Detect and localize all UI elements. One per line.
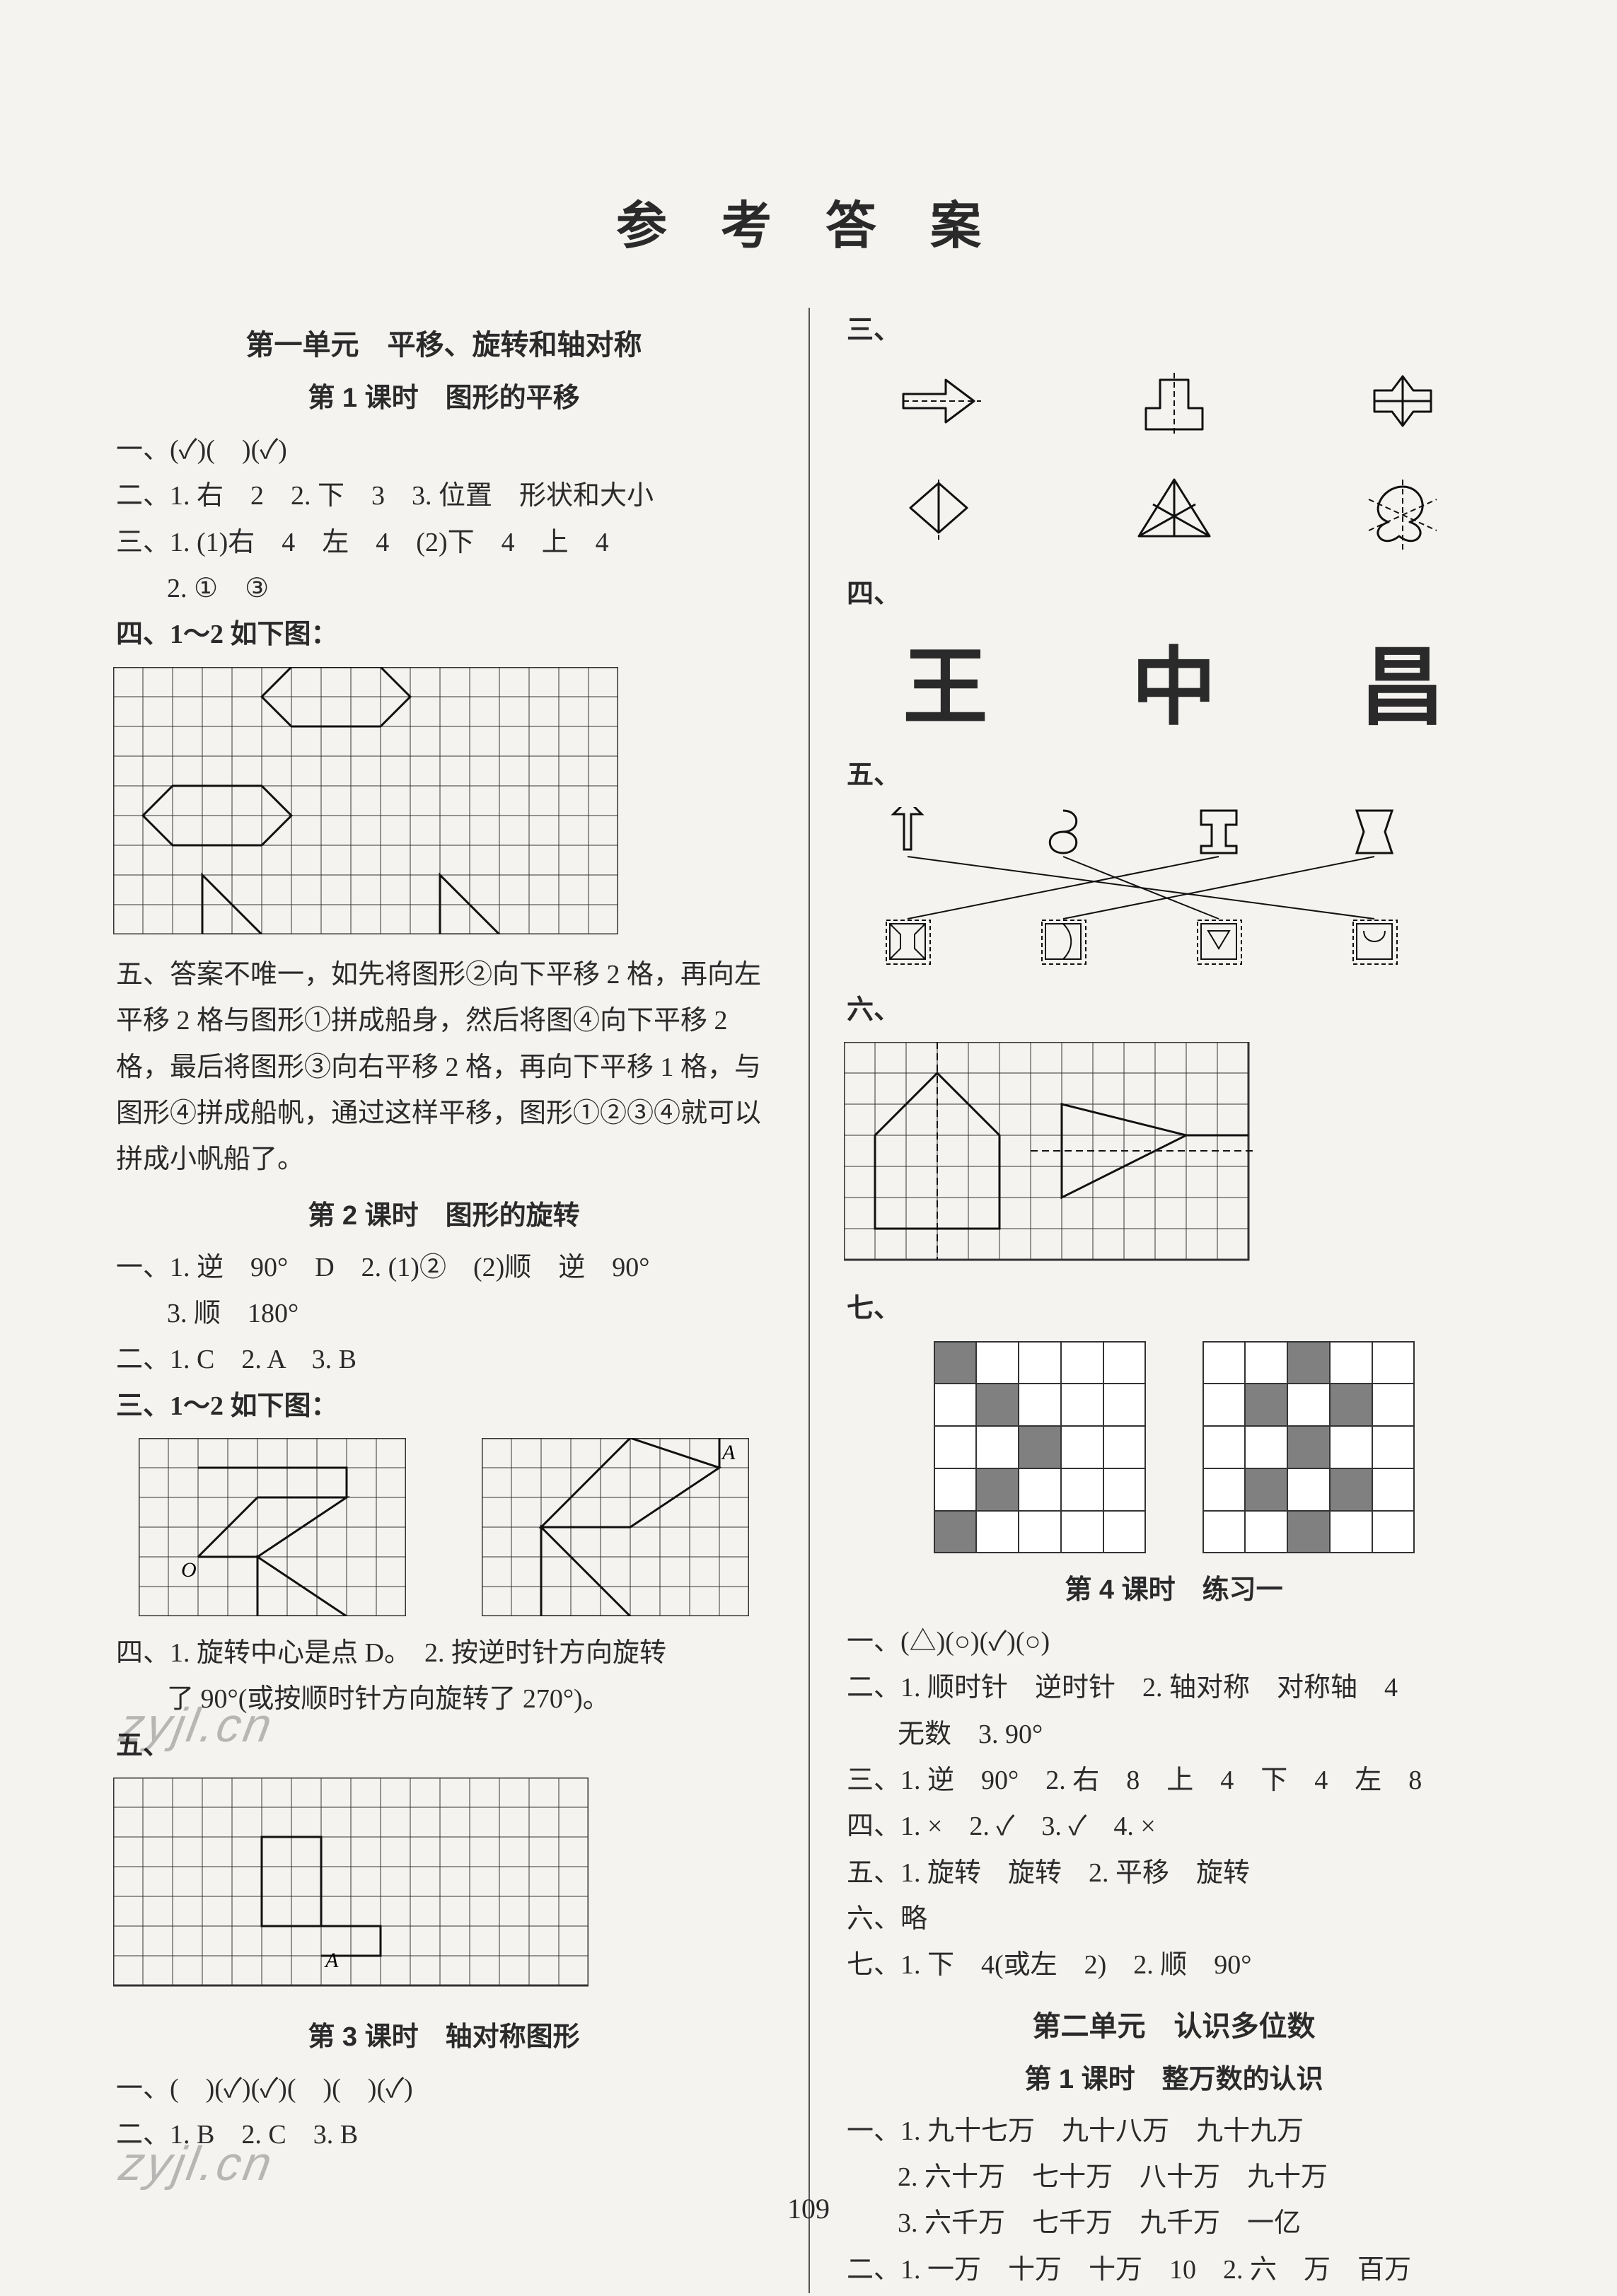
grid-figure-7 — [844, 1341, 1504, 1553]
u2-l1-title: 第 1 课时 整万数的认识 — [844, 2057, 1504, 2096]
grid3-svg: A — [113, 1778, 589, 1997]
page-title: 参 考 答 案 — [113, 184, 1504, 258]
l1-san-2: 2. ① ③ — [116, 566, 775, 612]
r-si-label: 四、 — [847, 572, 1504, 618]
r-liu-label: 六、 — [847, 987, 1504, 1033]
grid2a-svg: O — [139, 1438, 406, 1616]
u2-yi-1: 一、1. 九十七万 九十八万 九十九万 — [847, 2109, 1504, 2155]
l1-si: 四、1～2 如下图： — [116, 612, 775, 658]
r-qi-label: 七、 — [847, 1286, 1504, 1332]
l1-yi: 一、(✓)( )(✓) — [116, 427, 775, 473]
left-column: 第一单元 平移、旋转和轴对称 第 1 课时 图形的平移 一、(✓)( )(✓) … — [113, 308, 808, 2293]
unit2-title: 第二单元 认识多位数 — [844, 2003, 1504, 2044]
two-column-layout: 第一单元 平移、旋转和轴对称 第 1 课时 图形的平移 一、(✓)( )(✓) … — [113, 308, 1504, 2293]
r-wu-label: 五、 — [847, 753, 1504, 799]
san-row-2 — [844, 469, 1504, 557]
san-row-1 — [844, 362, 1504, 451]
section3-icons — [844, 362, 1504, 557]
r-san-label: 三、 — [847, 308, 1504, 354]
grid-figure-1 — [113, 667, 775, 938]
lesson2-title: 第 2 课时 图形的旋转 — [113, 1193, 775, 1232]
grid2b-svg: A — [482, 1438, 749, 1616]
l4-san: 三、1. 逆 90° 2. 右 8 上 4 下 4 左 8 — [847, 1758, 1504, 1804]
l4-er-1: 二、1. 顺时针 逆时针 2. 轴对称 对称轴 4 — [847, 1665, 1504, 1711]
wu-svg — [844, 807, 1438, 970]
svg-text:A: A — [721, 1441, 736, 1464]
l2-si-1: 四、1. 旋转中心是点 D。 2. 按逆时针方向旋转 — [116, 1630, 775, 1676]
l4-yi: 一、(△)(○)(✓)(○) — [847, 1619, 1504, 1665]
svg-text:A: A — [324, 1949, 339, 1972]
l4-si: 四、1. × 2. ✓ 3. ✓ 4. × — [847, 1804, 1504, 1850]
l4-wu: 五、1. 旋转 旋转 2. 平移 旋转 — [847, 1850, 1504, 1896]
si-char-2: 中 — [1132, 618, 1217, 741]
grid6-svg — [844, 1042, 1254, 1268]
l2-yi-1: 一、1. 逆 90° D 2. (1)② (2)顺 逆 90° — [116, 1245, 775, 1291]
lesson1-title: 第 1 课时 图形的平移 — [113, 376, 775, 414]
u2-er: 二、1. 一万 十万 十万 10 2. 六 万 百万 — [847, 2247, 1504, 2293]
l1-er-1: 二、1. 右 2 2. 下 3 3. 位置 形状和大小 — [116, 473, 775, 519]
si-char-1: 王 — [903, 618, 988, 741]
l4-liu: 六、略 — [847, 1896, 1504, 1942]
grid-figure-2: O A — [113, 1438, 775, 1616]
l2-yi-2: 3. 顺 180° — [116, 1291, 775, 1337]
l1-wu: 五、答案不唯一，如先将图形②向下平移 2 格，再向左平移 2 格与图形①拼成船身… — [116, 952, 775, 1183]
page-number: 109 — [0, 2192, 1617, 2225]
l2-san: 三、1～2 如下图： — [116, 1384, 775, 1430]
watermark-1: zyjl.cn — [115, 1698, 279, 1753]
right-column: 三、 四、 王 中 昌 五、 六、 七、 第 4 课时 练习一 一、(△)(○)… — [808, 308, 1504, 2293]
grid7b-svg — [1202, 1341, 1415, 1553]
watermark-2: zyjl.cn — [115, 2136, 279, 2191]
svg-text:O: O — [181, 1558, 197, 1582]
l3-yi: 一、( )(✓)(✓)( )( )(✓) — [116, 2066, 775, 2112]
l2-er: 二、1. C 2. A 3. B — [116, 1337, 775, 1383]
lesson4-title: 第 4 课时 练习一 — [844, 1567, 1504, 1606]
si-chars-row: 王 中 昌 — [844, 618, 1504, 741]
grid-figure-6 — [844, 1042, 1504, 1272]
unit1-title: 第一单元 平移、旋转和轴对称 — [113, 322, 775, 363]
l1-san-1: 三、1. (1)右 4 左 4 (2)下 4 上 4 — [116, 520, 775, 566]
wu-matching — [844, 807, 1504, 973]
grid7a-svg — [934, 1341, 1146, 1553]
l4-er-2: 无数 3. 90° — [847, 1712, 1504, 1758]
lesson3-title: 第 3 课时 轴对称图形 — [113, 2014, 775, 2053]
si-char-3: 昌 — [1360, 618, 1445, 741]
grid-figure-3: A — [113, 1778, 775, 2000]
grid1-svg — [113, 667, 618, 934]
l4-qi: 七、1. 下 4(或左 2) 2. 顺 90° — [847, 1942, 1504, 1988]
